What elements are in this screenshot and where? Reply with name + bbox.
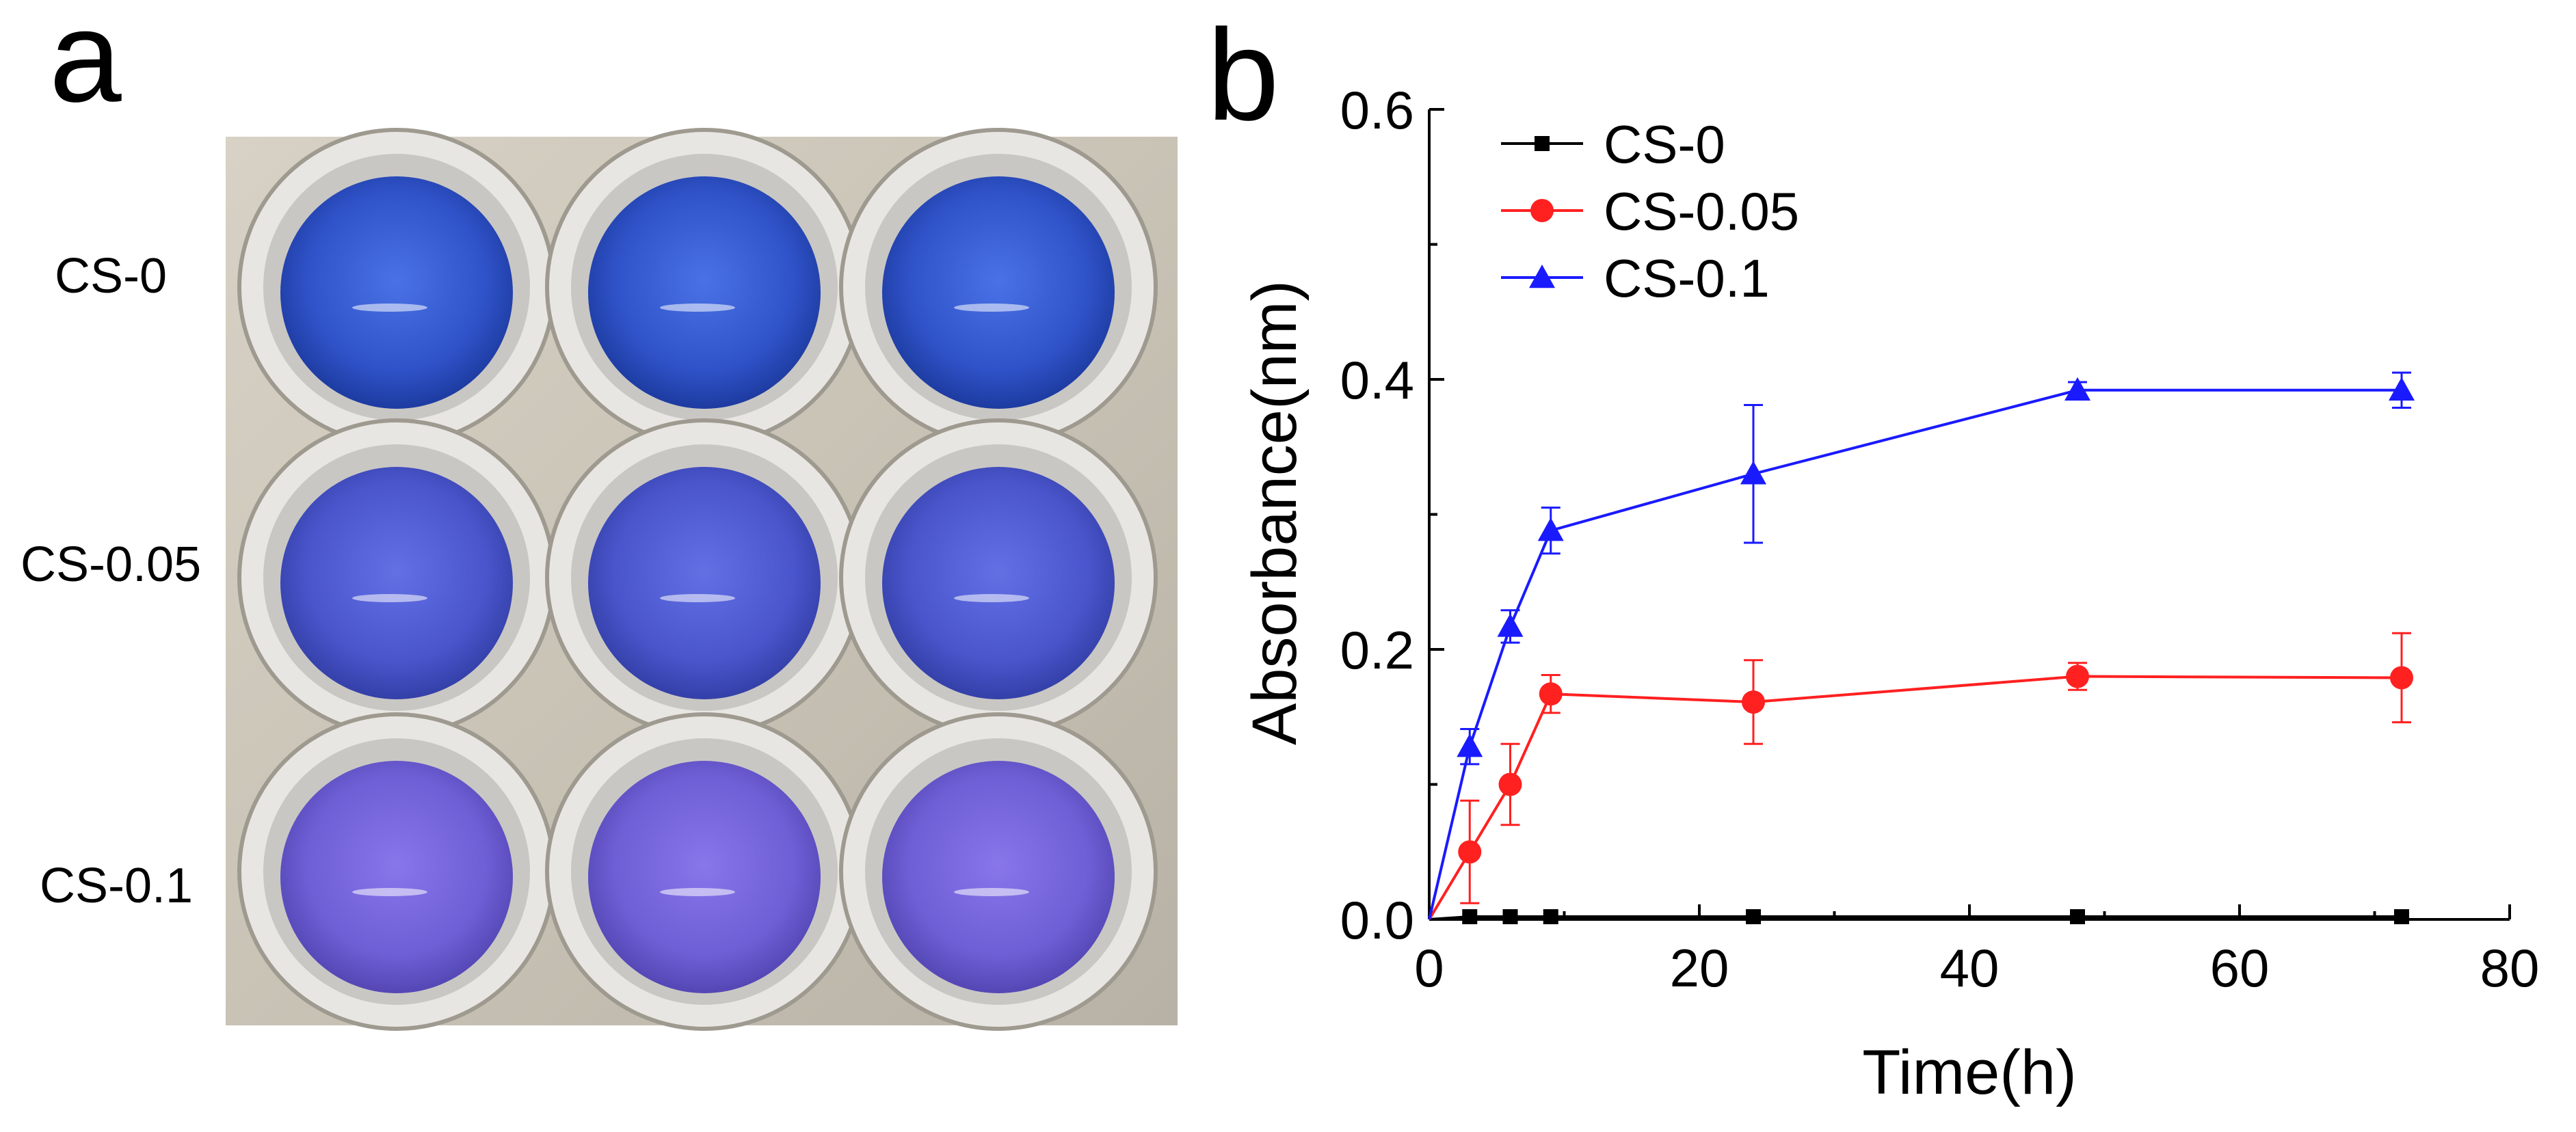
well-plate-photo	[226, 128, 1178, 1031]
absorbance-chart: 0.0 0.2 0.4 0.6 0 20 40 60 80 Time(h) Absorbanc…	[1240, 80, 2539, 1107]
data-point	[2066, 664, 2089, 688]
well-reflection	[352, 304, 427, 312]
well-reflection	[954, 888, 1029, 896]
well-solution	[280, 467, 513, 699]
legend-marker	[1535, 136, 1550, 151]
y-tick-label: 0.4	[1340, 350, 1414, 410]
legend-label: CS-0.05	[1604, 181, 1799, 241]
well-solution	[882, 761, 1115, 993]
row-label-cs-0.1: CS-0.1	[40, 859, 193, 913]
x-tick-label: 20	[1670, 938, 1729, 998]
legend-label: CS-0.1	[1604, 248, 1770, 308]
data-point	[1742, 690, 1765, 714]
well	[839, 712, 1158, 1031]
series-cs-0.05	[1428, 632, 2413, 921]
well	[839, 128, 1158, 446]
well-solution	[280, 176, 513, 409]
well-solution	[280, 761, 513, 993]
series-line	[1428, 388, 2402, 920]
well	[545, 418, 864, 737]
y-tick-label: 0.2	[1340, 620, 1414, 680]
data-point	[1462, 909, 1478, 925]
data-point	[2394, 909, 2409, 925]
well-reflection	[954, 594, 1029, 602]
panel-a-label: a	[49, 0, 122, 129]
series-line	[1428, 675, 2402, 921]
well-solution	[588, 761, 821, 993]
data-point	[1502, 909, 1518, 925]
well-solution	[588, 467, 821, 699]
x-tick-label: 60	[2210, 938, 2270, 998]
y-axis-title: Absorbance(nm)	[1240, 280, 1310, 745]
legend-marker	[1529, 265, 1555, 288]
series-cs-0.1	[1428, 371, 2415, 920]
data-point	[2390, 666, 2413, 690]
x-axis-title: Time(h)	[1862, 1038, 2076, 1107]
row-labels: CS-0 CS-0.05 CS-0.1	[21, 249, 201, 913]
row-label-cs-0: CS-0	[55, 249, 167, 304]
well	[839, 418, 1158, 737]
x-axis-ticks: 0 20 40 60 80	[1414, 904, 2539, 998]
series-cs-0	[1429, 909, 2409, 925]
data-point	[1457, 733, 1483, 757]
data-point	[1498, 772, 1522, 796]
well-solution	[882, 467, 1115, 699]
data-point	[2070, 909, 2085, 925]
y-axis-ticks: 0.0 0.2 0.4 0.6	[1340, 80, 1444, 950]
panel-b-label: b	[1207, 3, 1279, 148]
row-label-cs-0.05: CS-0.05	[21, 537, 201, 592]
well	[545, 128, 864, 446]
legend-marker	[1530, 199, 1554, 222]
x-tick-label: 0	[1414, 938, 1444, 998]
well-reflection	[352, 888, 427, 896]
data-point	[1497, 613, 1524, 637]
well	[237, 712, 556, 1031]
wells	[237, 128, 1158, 1031]
x-tick-label: 40	[1940, 938, 2000, 998]
well-reflection	[660, 304, 735, 312]
data-point	[1537, 517, 1564, 541]
data-point	[1458, 840, 1482, 864]
legend: CS-0 CS-0.05 CS-0.1	[1501, 114, 1799, 308]
well-reflection	[660, 594, 735, 602]
y-tick-label: 0.6	[1340, 80, 1414, 140]
legend-item: CS-0.05	[1501, 181, 1799, 241]
legend-label: CS-0	[1604, 114, 1725, 174]
data-point	[1740, 461, 1766, 485]
series-layer	[1428, 371, 2415, 925]
x-tick-label: 80	[2480, 938, 2540, 998]
well-solution	[882, 176, 1115, 409]
well	[237, 418, 556, 737]
well	[545, 712, 864, 1031]
well	[237, 128, 556, 446]
data-point	[2389, 377, 2415, 401]
data-point	[2064, 377, 2090, 401]
data-point	[1746, 909, 1761, 925]
well-solution	[588, 176, 821, 409]
well-reflection	[352, 594, 427, 602]
y-tick-label: 0.0	[1340, 890, 1414, 950]
legend-item: CS-0	[1501, 114, 1725, 174]
legend-item: CS-0.1	[1501, 248, 1770, 308]
well-reflection	[954, 304, 1029, 312]
well-reflection	[660, 888, 735, 896]
data-point	[1543, 909, 1558, 925]
data-point	[1539, 682, 1563, 706]
